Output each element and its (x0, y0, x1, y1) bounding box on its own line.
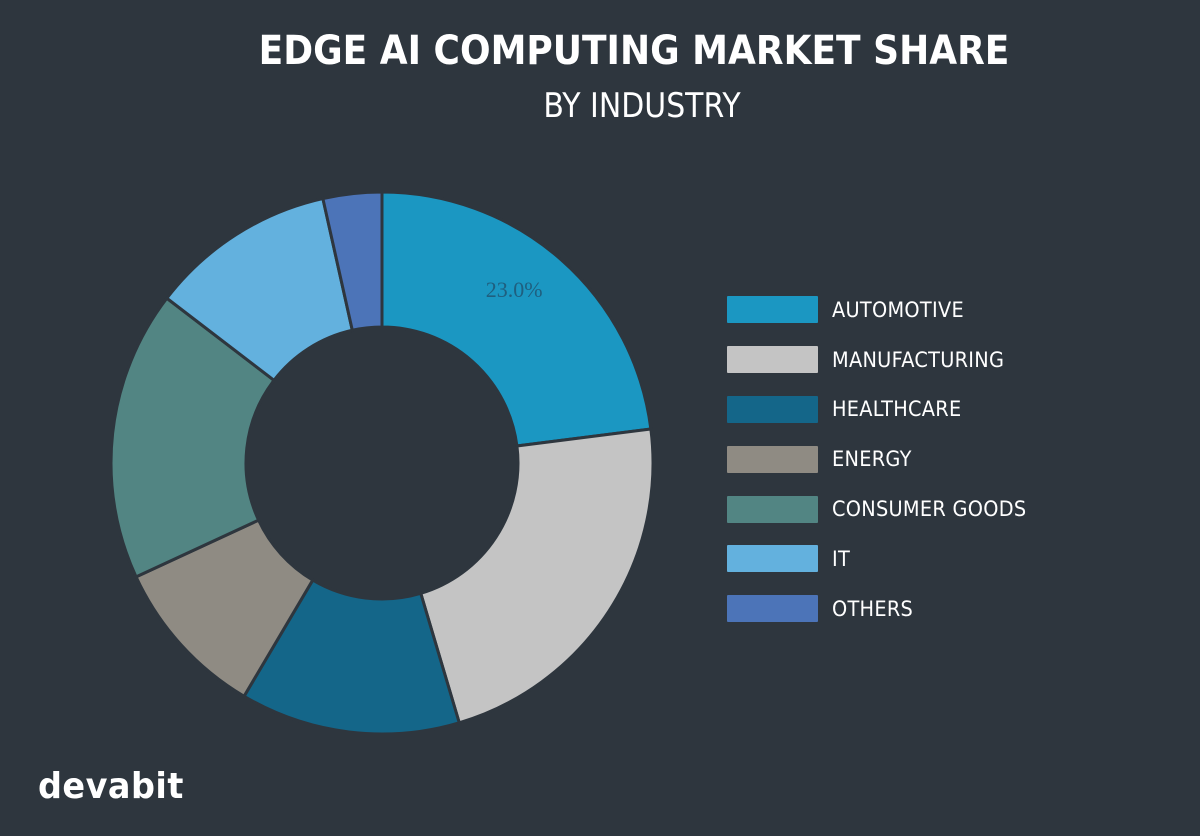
slice-value-label: 23.0% (486, 277, 543, 302)
legend-label: OTHERS (832, 596, 914, 621)
legend-swatch (727, 395, 818, 423)
legend-label: IT (832, 546, 851, 571)
donut-slice-others (321, 190, 384, 333)
chart-title: EDGE AI COMPUTING MARKET SHARE (258, 28, 1010, 74)
legend-item-healthcare: HEALTHCARE (727, 385, 1043, 435)
legend-item-consumer-goods: CONSUMER GOODS (727, 484, 1043, 534)
brand-logo: devabit (38, 766, 184, 807)
legend-item-automotive: AUTOMOTIVE (727, 285, 1043, 335)
legend-swatch (727, 595, 818, 623)
legend-item-energy: ENERGY (727, 434, 1043, 484)
donut-chart: 23.0% (109, 190, 655, 736)
legend-item-it: IT (727, 534, 1043, 584)
donut-slice-automotive (380, 190, 653, 448)
legend-label: CONSUMER GOODS (832, 497, 1027, 522)
legend-swatch (727, 545, 818, 573)
legend-label: HEALTHCARE (832, 397, 962, 422)
donut-slice-labels: 23.0% (486, 277, 543, 302)
legend-swatch (727, 445, 818, 473)
chart-legend: AUTOMOTIVE MANUFACTURING HEALTHCARE ENER… (727, 285, 1043, 634)
donut-slices (109, 190, 655, 736)
chart-subtitle: BY INDUSTRY (543, 86, 741, 126)
donut-slice-healthcare (241, 578, 462, 736)
legend-swatch (727, 495, 818, 523)
legend-swatch (727, 346, 818, 374)
legend-item-others: OTHERS (727, 584, 1043, 634)
legend-swatch (727, 296, 818, 324)
donut-slice-consumer-goods (109, 296, 277, 579)
donut-slice-manufacturing (418, 427, 655, 725)
legend-label: MANUFACTURING (832, 347, 1005, 372)
legend-item-manufacturing: MANUFACTURING (727, 335, 1043, 385)
legend-label: AUTOMOTIVE (832, 297, 964, 322)
legend-label: ENERGY (832, 447, 912, 472)
